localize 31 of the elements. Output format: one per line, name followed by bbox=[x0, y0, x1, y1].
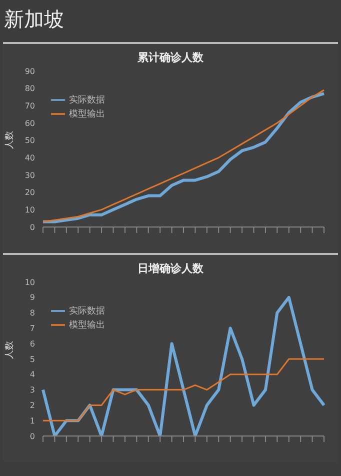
legend-label: 实际数据 bbox=[69, 95, 105, 106]
line-series bbox=[42, 358, 325, 422]
y-tick-label: 0 bbox=[30, 432, 35, 441]
text: 新加坡 bbox=[3, 6, 65, 33]
y-tick-label: 20 bbox=[24, 188, 35, 198]
chart-title: 日增确诊人数 bbox=[136, 261, 204, 276]
y-tick-label: 7 bbox=[30, 324, 35, 334]
y-tick-label: 30 bbox=[24, 170, 35, 180]
y-tick-label: 80 bbox=[24, 84, 35, 94]
y-tick-label: 50 bbox=[24, 136, 35, 146]
y-tick-label: 0 bbox=[30, 222, 35, 232]
y-tick-label: 2 bbox=[30, 401, 35, 410]
y-tick-label: 3 bbox=[30, 386, 35, 395]
y-tick-label: 10 bbox=[24, 206, 35, 215]
y-tick-label: 4 bbox=[30, 370, 35, 380]
y-tick-label: 6 bbox=[30, 339, 35, 348]
chart-title: 累计确诊人数 bbox=[136, 50, 204, 65]
y-tick-label: 70 bbox=[24, 102, 35, 111]
legend-label: 模型输出 bbox=[69, 109, 105, 120]
y-axis-title: 人数 bbox=[4, 131, 16, 149]
y-axis-title: 人数 bbox=[4, 341, 16, 359]
y-tick-label: 60 bbox=[24, 118, 35, 128]
y-tick-label: 5 bbox=[30, 354, 35, 364]
legend-label: 实际数据 bbox=[69, 306, 105, 316]
y-tick-label: 40 bbox=[24, 154, 35, 163]
y-tick-label: 8 bbox=[30, 308, 35, 318]
y-tick-label: 9 bbox=[30, 293, 35, 302]
y-tick-label: 90 bbox=[24, 66, 35, 76]
y-tick-label: 10 bbox=[24, 278, 35, 287]
y-tick-label: 1 bbox=[30, 416, 35, 426]
legend-label: 模型输出 bbox=[69, 320, 105, 330]
